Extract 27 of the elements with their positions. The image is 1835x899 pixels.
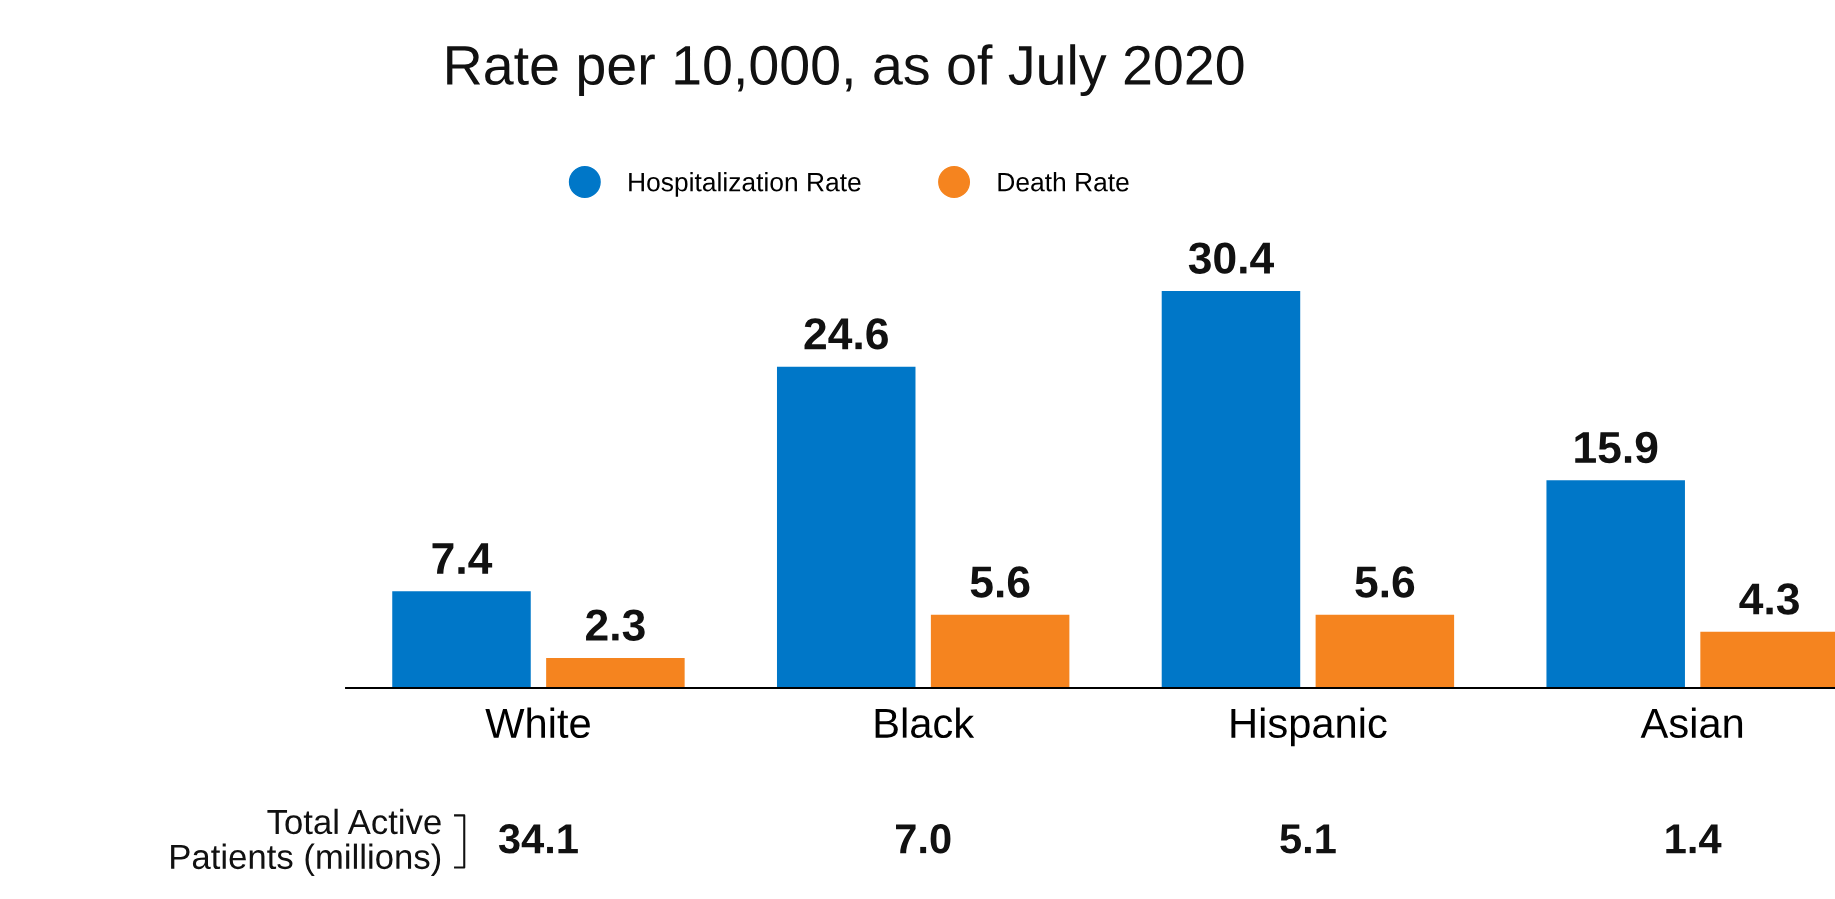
text: 7.0 xyxy=(896,824,951,854)
bar xyxy=(1546,480,1685,688)
bar xyxy=(930,614,1070,688)
bar xyxy=(546,657,685,688)
data-label: 2.3 xyxy=(586,609,645,641)
text: 34.1 xyxy=(498,824,578,854)
data-label: 5.6 xyxy=(1355,566,1415,598)
data-label: 4.3 xyxy=(1739,583,1799,615)
text: 5.1 xyxy=(1280,824,1336,854)
text: 1.4 xyxy=(1666,824,1722,854)
bar xyxy=(1315,614,1455,688)
data-label: 15.9 xyxy=(1575,431,1658,464)
x-tick-label: Hispanic xyxy=(1231,707,1387,747)
legend-label: Hospitalization Rate xyxy=(629,172,861,197)
data-label: 5.6 xyxy=(970,566,1030,598)
x-tick-label: Black xyxy=(875,707,975,739)
data-label: 24.6 xyxy=(804,318,888,350)
legend-label: Death Rate xyxy=(998,172,1129,192)
bar xyxy=(776,366,916,688)
data-label: 7.4 xyxy=(432,543,493,574)
data-label: 30.4 xyxy=(1188,242,1274,274)
text: Total Active Patients (millions) xyxy=(171,808,441,876)
x-tick-label: White xyxy=(485,707,590,739)
bar xyxy=(392,591,531,688)
bar xyxy=(1161,290,1301,688)
x-tick-label: Asian xyxy=(1640,707,1743,739)
chart-subtitle: Rate per 10,000, as of July 2020 xyxy=(447,44,1244,97)
